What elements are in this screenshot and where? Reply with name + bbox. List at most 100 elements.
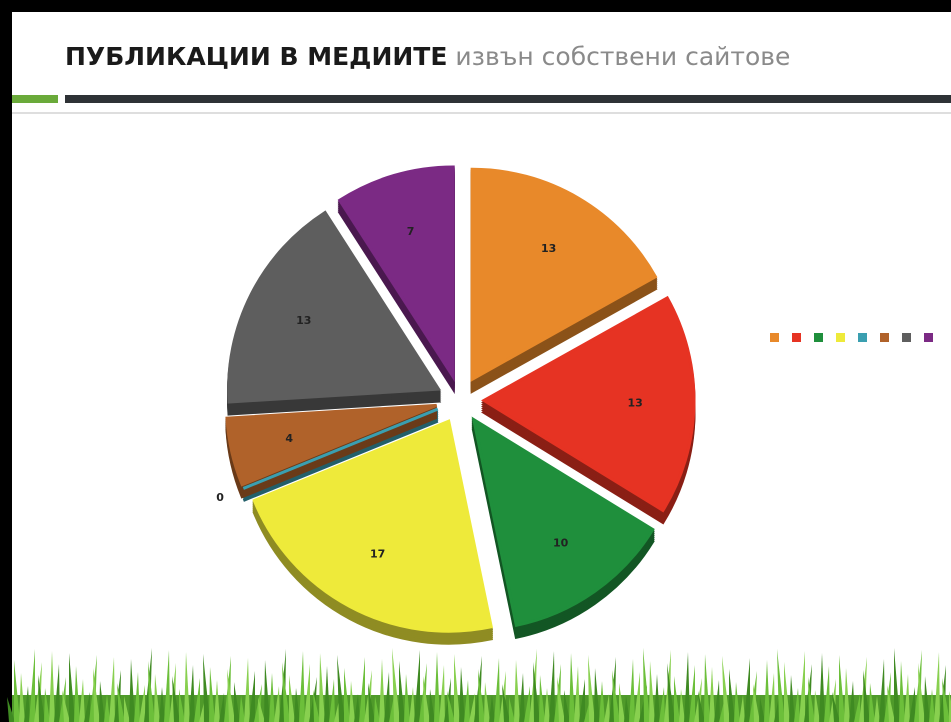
- grass-blade: [722, 656, 730, 722]
- grass-blade: [814, 690, 820, 722]
- grass-blade: [344, 668, 350, 722]
- grass-blade: [729, 669, 735, 722]
- grass-blade: [429, 689, 435, 722]
- data-label: 17: [370, 548, 385, 561]
- grass-blade: [869, 683, 875, 722]
- grass-blade: [194, 678, 200, 722]
- legend-swatch: [792, 333, 801, 342]
- grass-blade: [164, 650, 170, 722]
- grass-blade: [769, 673, 775, 722]
- legend-swatch: [770, 333, 779, 342]
- grass-blade: [899, 661, 905, 722]
- grass-blade: [659, 687, 665, 722]
- grass-blade: [7, 697, 15, 722]
- grass-blade: [574, 666, 580, 722]
- grass-blade: [533, 662, 540, 722]
- grass-blade: [612, 670, 620, 722]
- grass-blade: [909, 687, 915, 722]
- grass-blade: [557, 677, 565, 722]
- data-label: 0: [216, 491, 224, 504]
- grass-blade: [134, 672, 140, 722]
- grass-blade: [368, 683, 375, 722]
- grass-blade: [179, 689, 185, 722]
- pie-slice: [337, 165, 455, 383]
- grass-blade: [384, 672, 390, 722]
- grass-blade: [148, 661, 155, 722]
- grass-blade: [354, 694, 360, 722]
- grass-blade: [379, 659, 385, 722]
- grass-blade: [819, 653, 825, 722]
- grass-blade: [319, 653, 325, 722]
- grass-blade: [414, 650, 420, 722]
- grass-blade: [349, 681, 355, 722]
- legend-swatch: [880, 333, 889, 342]
- grass-blade: [514, 660, 520, 722]
- grass-blade: [564, 690, 570, 722]
- grass-blade: [569, 653, 575, 722]
- grass-blade: [99, 681, 105, 722]
- grass-blade: [808, 677, 815, 722]
- pie-slice: [227, 210, 442, 404]
- grass-blade: [203, 654, 210, 722]
- grass-blade: [244, 658, 250, 722]
- grass-blade: [844, 668, 850, 722]
- grass-blade: [117, 683, 125, 722]
- data-label: 13: [628, 397, 643, 410]
- grass-blade: [289, 675, 295, 722]
- grass-blade: [929, 689, 935, 722]
- grass-blade: [38, 675, 45, 722]
- grass-blade: [679, 689, 685, 722]
- grass-blade: [874, 696, 880, 722]
- grass-blade: [249, 671, 255, 722]
- grass-blade: [489, 695, 495, 722]
- grass-blade: [399, 661, 405, 722]
- grass-blade: [649, 661, 655, 722]
- grass: [7, 648, 951, 722]
- grass-blade: [667, 663, 675, 722]
- grass-blade: [459, 667, 465, 722]
- grass-blade: [159, 687, 165, 722]
- grass-blade: [478, 669, 485, 722]
- grass-blade: [519, 673, 525, 722]
- grass-blade: [739, 695, 745, 722]
- grass-blade: [579, 679, 585, 722]
- grass-blade: [894, 648, 900, 722]
- grass-blade: [904, 674, 910, 722]
- grass-blade: [502, 684, 510, 722]
- grass-blade: [539, 675, 545, 722]
- grass-blade: [447, 691, 455, 722]
- grass-blade: [74, 666, 80, 722]
- grass-blade: [19, 673, 25, 722]
- grass-blade: [704, 654, 710, 722]
- grass-blade: [629, 659, 635, 722]
- grass-blade: [469, 693, 475, 722]
- grass-blade: [863, 670, 870, 722]
- grass-blade: [698, 691, 705, 722]
- grass-blade: [464, 680, 470, 722]
- grass-blade: [624, 696, 630, 722]
- grass-blade: [494, 658, 500, 722]
- pie-slice: [471, 416, 655, 628]
- grass-blade: [794, 688, 800, 722]
- grass-blade: [93, 668, 100, 722]
- grass-blade: [549, 651, 555, 722]
- grass-blade: [753, 684, 760, 722]
- grass-blade: [227, 669, 235, 722]
- grass-blade: [264, 660, 270, 722]
- title-light: извън собствени сайтове: [455, 42, 790, 71]
- grass-blade: [44, 688, 50, 722]
- legend-swatch: [924, 333, 933, 342]
- data-label: 4: [285, 432, 293, 445]
- legend-swatch: [858, 333, 867, 342]
- grass-blade: [924, 676, 930, 722]
- data-label: 7: [407, 225, 415, 238]
- grass-blade: [234, 682, 240, 722]
- grass-blade: [918, 663, 925, 722]
- grass-blade: [294, 688, 300, 722]
- legend-swatch: [836, 333, 845, 342]
- grass-blade: [544, 688, 550, 722]
- grass-blade: [282, 662, 290, 722]
- grass-blade: [189, 665, 195, 722]
- grass-blade: [69, 653, 75, 722]
- grass-blade: [634, 672, 640, 722]
